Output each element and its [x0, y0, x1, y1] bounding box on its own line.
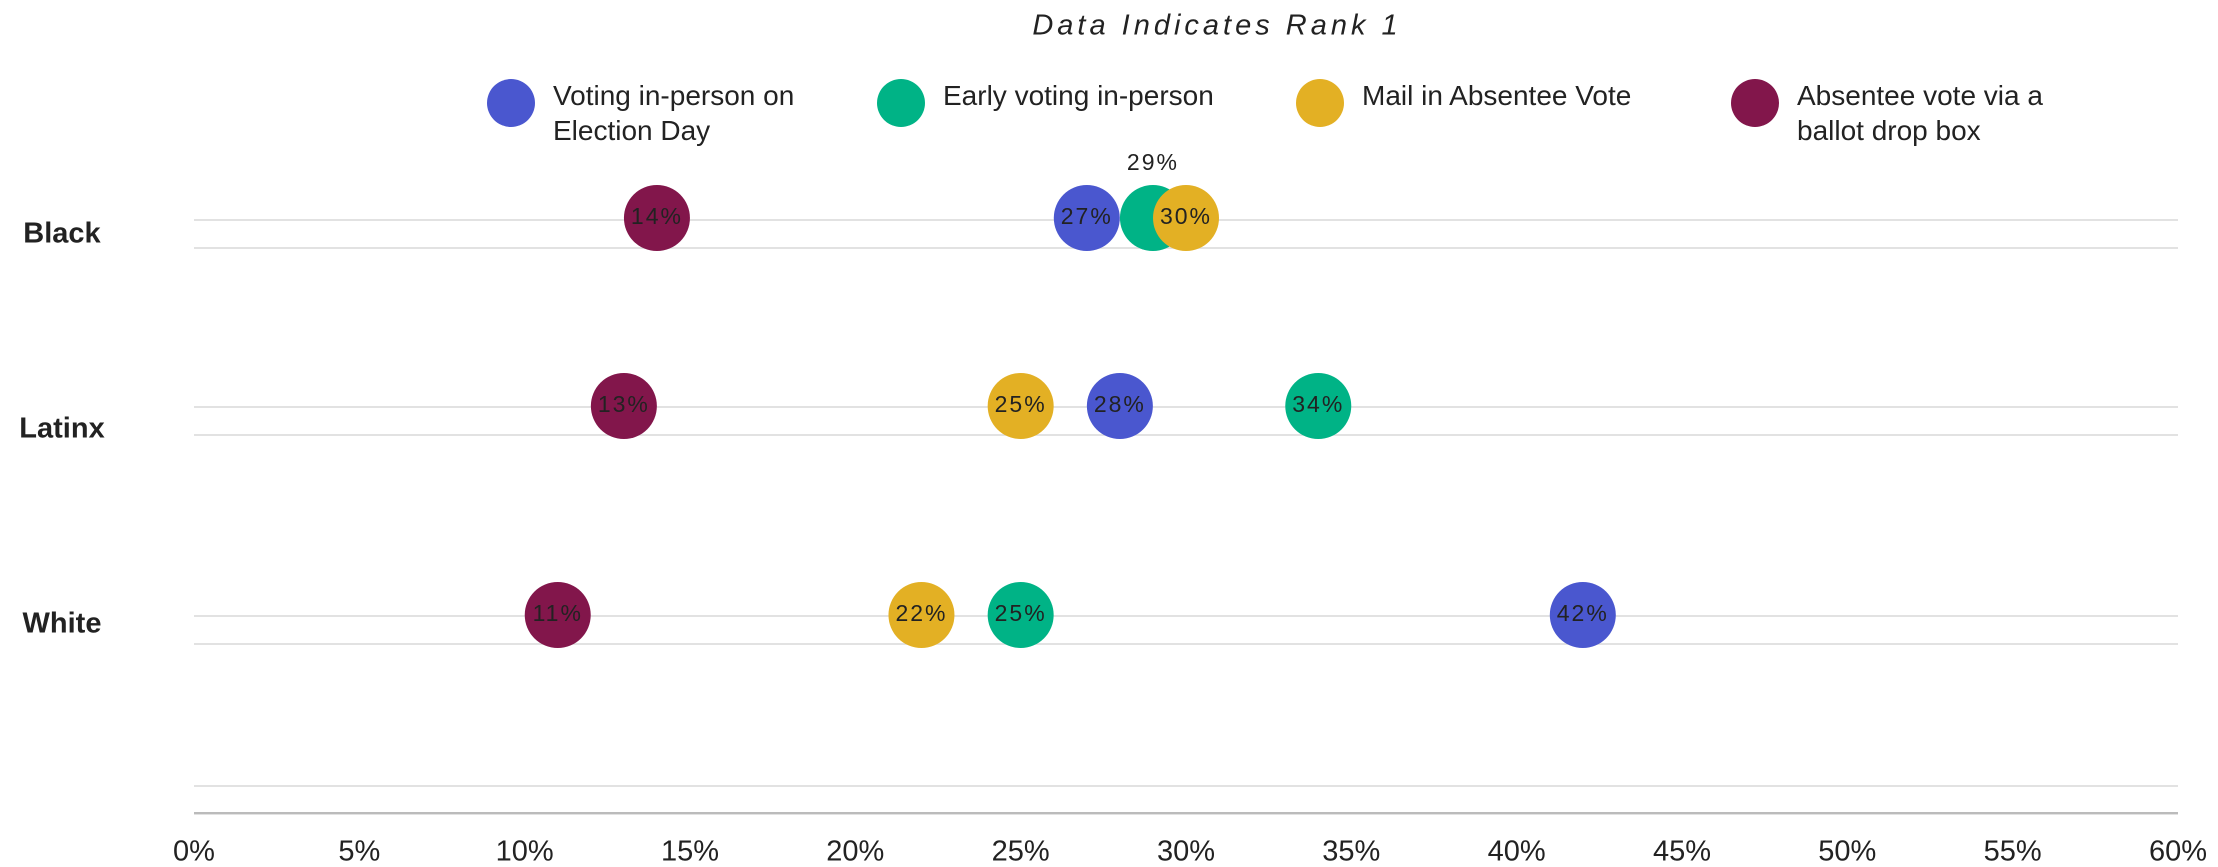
legend-label: Early voting in-person: [943, 80, 1214, 111]
data-label: 27%: [1061, 203, 1113, 229]
dot: [590, 373, 657, 439]
x-tick-label: 0%: [173, 836, 215, 867]
dot: [987, 373, 1054, 439]
category-label: White: [23, 608, 102, 640]
legend-label: Absentee vote via a ballot drop box: [1797, 80, 2043, 146]
x-tick-label: 20%: [826, 836, 884, 867]
data-label: 29%: [1127, 149, 1179, 175]
category-label: Black: [23, 218, 101, 250]
data-label: 25%: [995, 600, 1047, 626]
chart-title: Data Indicates Rank 1: [1032, 10, 1401, 42]
legend-marker: [1731, 79, 1779, 127]
x-tick-label: 5%: [338, 836, 380, 867]
data-label: 13%: [598, 391, 650, 417]
legend-marker: [1296, 79, 1344, 127]
data-label: 30%: [1160, 203, 1212, 229]
x-tick-label: 50%: [1818, 836, 1876, 867]
dot: [888, 582, 955, 648]
x-tick-label: 55%: [1984, 836, 2042, 867]
x-tick-label: 45%: [1653, 836, 1711, 867]
dot: [1086, 373, 1153, 439]
legend-marker: [487, 79, 535, 127]
dot: [1285, 373, 1352, 439]
x-tick-label: 60%: [2149, 836, 2207, 867]
dot: [1549, 582, 1616, 648]
x-tick-label: 15%: [661, 836, 719, 867]
legend-marker: [877, 79, 925, 127]
x-tick-label: 10%: [496, 836, 554, 867]
dot: [987, 582, 1054, 648]
legend-label: Voting in-person on Election Day: [553, 80, 794, 146]
data-label: 25%: [995, 391, 1047, 417]
data-label: 42%: [1557, 600, 1609, 626]
data-label: 11%: [533, 600, 583, 626]
data-label: 22%: [895, 600, 947, 626]
x-tick-label: 25%: [992, 836, 1050, 867]
data-label: 14%: [631, 203, 683, 229]
x-tick-label: 35%: [1322, 836, 1380, 867]
data-label: 34%: [1292, 391, 1344, 417]
x-tick-label: 30%: [1157, 836, 1215, 867]
category-label: Latinx: [19, 413, 104, 445]
data-label: 28%: [1094, 391, 1146, 417]
dot: [1053, 185, 1120, 251]
dot: [1153, 185, 1219, 251]
legend-label: Mail in Absentee Vote: [1362, 80, 1631, 111]
dot: [623, 185, 690, 251]
x-tick-label: 40%: [1488, 836, 1546, 867]
dot: [524, 582, 591, 648]
